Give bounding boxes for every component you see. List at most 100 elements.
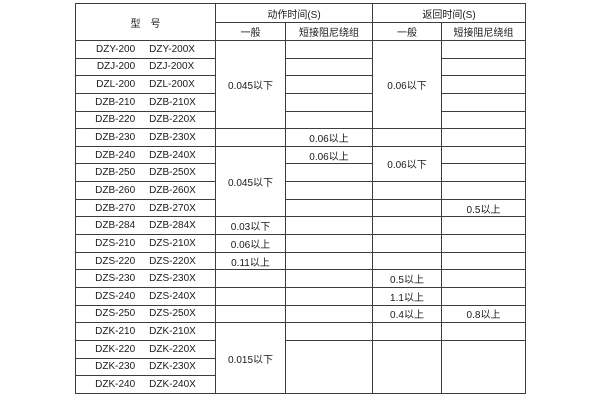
action-damped-cell: [285, 322, 373, 341]
return-damped-cell: [441, 322, 526, 341]
model-label: DZB-230X: [149, 132, 196, 144]
model-label: DZB-240: [95, 149, 136, 161]
table-row: DZB-284 DZB-284X 0.03以下: [75, 216, 526, 236]
action-general-cell: 0.03以下: [215, 216, 286, 236]
return-damped-cell: [441, 234, 526, 253]
return-general-cell: [372, 251, 442, 271]
return-general-cell: [372, 216, 442, 236]
table-row: DZB-260 DZB-260X: [75, 181, 526, 200]
action-damped-cell: [285, 198, 373, 218]
return-damped-cell: [441, 163, 526, 183]
action-general-cell: 0.11以上: [215, 251, 286, 271]
model-label: DZS-230X: [149, 273, 196, 285]
action-damped-cell: [285, 75, 373, 94]
model-label: DZB-240X: [149, 149, 196, 161]
model-cell: DZJ-200 DZJ-200X: [75, 57, 216, 77]
model-cell: DZK-240 DZK-240X: [75, 375, 216, 394]
return-general-cell: 0.5以上: [372, 269, 442, 288]
model-cell: DZB-210 DZB-210X: [75, 92, 216, 112]
action-damped-cell: [285, 163, 373, 183]
header-action-damped: 短接阻尼绕组: [285, 22, 373, 41]
model-label: DZS-220: [95, 255, 136, 267]
return-damped-cell: [441, 251, 526, 271]
table-row: DZS-240 DZS-240X 1.1以上: [75, 286, 526, 306]
action-damped-cell: 0.06以上: [285, 145, 373, 165]
action-damped-cell: 0.06以上: [285, 128, 373, 147]
table-row: DZY-200 DZY-200X 0.045以下 0.06以下: [75, 39, 526, 130]
return-damped-cell: [441, 110, 526, 130]
return-general-cell: [372, 234, 442, 253]
table-row: DZS-230 DZS-230X 0.5以上: [75, 269, 526, 288]
model-label: DZB-220X: [149, 114, 196, 126]
model-label: DZJ-200: [96, 61, 136, 73]
model-label: DZS-240X: [149, 290, 196, 302]
table-row: DZK-210 DZK-210X 0.015以下: [75, 322, 526, 394]
table-row: DZJ-200 DZJ-200X: [75, 57, 526, 77]
model-label: DZK-210: [95, 326, 136, 338]
table-row: DZS-210 DZS-210X 0.06以上: [75, 234, 526, 253]
model-cell: DZB-284 DZB-284X: [75, 216, 216, 236]
return-damped-cell: [441, 75, 526, 94]
model-cell: DZB-230 DZB-230X: [75, 128, 216, 147]
model-cell: DZY-200 DZY-200X: [75, 40, 216, 59]
action-damped-cell: [285, 40, 373, 59]
action-damped-cell: [285, 251, 373, 271]
relay-spec-table: 型 号 动作时间(S) 返回时间(S) 一般 短接阻尼绕组 一般 短接阻尼绕组 …: [75, 3, 526, 394]
model-label: DZB-250: [95, 167, 136, 179]
return-damped-cell: [441, 216, 526, 236]
return-damped-cell: 0.5以上: [441, 198, 526, 218]
model-label: DZK-240: [95, 378, 136, 390]
action-general-cell: 0.015以下: [215, 322, 286, 394]
action-damped-cell: [285, 286, 373, 306]
table-row: DZK-220 DZK-220X: [75, 339, 526, 394]
action-general-cell: [215, 269, 286, 288]
return-damped-cell: [441, 128, 526, 147]
model-cell: DZS-240 DZS-240X: [75, 286, 216, 306]
header-action-time: 动作时间(S): [215, 3, 373, 23]
return-damped-cell: 0.8以上: [441, 304, 526, 324]
model-cell: DZK-230 DZK-230X: [75, 357, 216, 377]
model-cell: DZB-250 DZB-250X: [75, 163, 216, 183]
action-general-cell: [215, 286, 286, 306]
return-damped-cell: [441, 269, 526, 288]
table-row: DZS-250 DZS-250X 0.4以上 0.8以上: [75, 304, 526, 324]
return-damped-cell: [441, 286, 526, 306]
model-label: DZB-284: [95, 220, 136, 232]
model-cell: DZS-230 DZS-230X: [75, 269, 216, 288]
return-damped-cell: [441, 57, 526, 77]
action-damped-cell: [285, 304, 373, 324]
action-damped-cell: [285, 339, 373, 394]
model-label: DZK-220: [95, 343, 136, 355]
header-action-general: 一般: [215, 22, 286, 41]
model-label: DZS-250: [95, 308, 136, 320]
header-return-time: 返回时间(S): [372, 3, 526, 23]
header-return-damped: 短接阻尼绕组: [441, 22, 526, 41]
return-general-cell: 0.06以下: [372, 145, 442, 183]
model-label: DZS-240: [95, 290, 136, 302]
action-general-cell: [215, 304, 286, 324]
table-header: 型 号 动作时间(S) 返回时间(S) 一般 短接阻尼绕组 一般 短接阻尼绕组: [75, 3, 526, 41]
model-label: DZL-200: [96, 79, 136, 91]
action-damped-cell: [285, 110, 373, 130]
model-cell: DZK-220 DZK-220X: [75, 339, 216, 359]
model-label: DZS-250X: [149, 308, 196, 320]
action-damped-cell: [285, 216, 373, 236]
table-row: DZK-240 DZK-240X: [75, 375, 526, 394]
action-general-cell: 0.045以下: [215, 39, 286, 130]
return-damped-cell: [441, 40, 526, 59]
return-general-cell: 1.1以上: [372, 286, 442, 306]
return-general-cell: [372, 198, 442, 218]
action-damped-cell: [285, 181, 373, 200]
return-damped-cell: [441, 92, 526, 112]
model-cell: DZS-220 DZS-220X: [75, 251, 216, 271]
header-return-general: 一般: [372, 22, 442, 41]
model-cell: DZB-270 DZB-270X: [75, 198, 216, 218]
return-general-cell: [372, 322, 442, 341]
action-general-cell: [215, 128, 286, 147]
model-label: DZS-210X: [149, 237, 196, 249]
return-general-cell: [372, 128, 442, 147]
return-general-cell: [372, 339, 442, 394]
model-label: DZY-200X: [149, 43, 195, 55]
model-label: DZB-210X: [149, 96, 196, 108]
table-row: DZB-220 DZB-220X: [75, 110, 526, 130]
